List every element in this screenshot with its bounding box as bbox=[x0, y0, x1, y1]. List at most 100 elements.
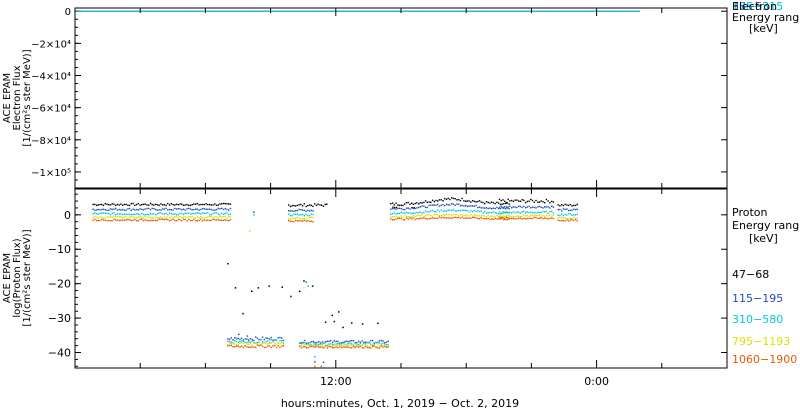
proton-data-point bbox=[507, 211, 509, 214]
electron-ytick-label: −2×10⁴ bbox=[31, 39, 71, 50]
proton-data-point bbox=[519, 215, 522, 218]
proton-data-point bbox=[424, 217, 427, 220]
proton-data-point bbox=[167, 219, 169, 221]
proton-data-point bbox=[307, 204, 309, 207]
proton-data-point bbox=[99, 212, 101, 214]
proton-data-point bbox=[574, 208, 577, 211]
proton-data-point bbox=[540, 206, 542, 208]
proton-data-point bbox=[324, 341, 327, 343]
proton-data-point bbox=[544, 215, 546, 217]
proton-data-point bbox=[547, 215, 549, 217]
proton-data-point bbox=[457, 214, 460, 217]
proton-data-point bbox=[411, 202, 413, 204]
electron-legend-unit: [keV] bbox=[749, 22, 778, 35]
proton-data-point bbox=[382, 344, 384, 347]
proton-data-point bbox=[391, 215, 394, 218]
proton-data-point bbox=[268, 342, 271, 344]
proton-data-point bbox=[438, 199, 441, 201]
proton-data-point bbox=[393, 212, 395, 214]
proton-data-point bbox=[189, 213, 192, 215]
proton-data-point bbox=[551, 210, 553, 213]
proton-data-point bbox=[370, 343, 372, 345]
proton-data-point bbox=[545, 214, 548, 216]
proton-data-point bbox=[419, 202, 422, 204]
proton-data-point bbox=[163, 218, 166, 221]
proton-data-point bbox=[368, 342, 370, 344]
proton-data-point bbox=[298, 208, 300, 211]
proton-data-point bbox=[352, 346, 355, 348]
proton-data-point bbox=[526, 200, 528, 203]
proton-data-point bbox=[291, 214, 293, 217]
proton-data-point bbox=[545, 206, 548, 208]
proton-data-point bbox=[347, 340, 349, 343]
proton-data-point bbox=[480, 207, 482, 209]
proton-data-point bbox=[308, 210, 311, 212]
proton-data-point bbox=[335, 344, 337, 346]
proton-data-point bbox=[533, 211, 535, 214]
proton-data-point bbox=[564, 203, 566, 205]
proton-data-point bbox=[398, 207, 401, 209]
proton-data-point bbox=[537, 201, 539, 203]
proton-data-point bbox=[573, 216, 575, 218]
proton-data-point bbox=[92, 208, 94, 210]
proton-data-point bbox=[512, 206, 515, 208]
proton-data-point bbox=[489, 218, 491, 221]
proton-data-point bbox=[235, 344, 238, 346]
proton-data-point bbox=[92, 213, 94, 215]
proton-data-point bbox=[371, 345, 374, 348]
proton-data-point bbox=[151, 217, 153, 219]
proton-data-point bbox=[447, 213, 449, 216]
proton-data-point bbox=[293, 210, 295, 212]
proton-data-point bbox=[282, 343, 285, 346]
proton-data-point bbox=[257, 287, 260, 289]
proton-data-point bbox=[293, 217, 295, 219]
proton-data-point bbox=[390, 208, 392, 210]
proton-data-point bbox=[537, 211, 539, 214]
proton-data-point bbox=[312, 213, 314, 216]
proton-data-point bbox=[196, 202, 199, 205]
proton-data-point bbox=[549, 214, 551, 216]
proton-data-point bbox=[397, 207, 399, 210]
proton-data-point bbox=[433, 217, 435, 220]
proton-data-point bbox=[234, 346, 236, 348]
proton-data-point bbox=[139, 208, 141, 210]
proton-data-point bbox=[494, 211, 496, 214]
proton-data-point bbox=[351, 347, 353, 349]
proton-data-point bbox=[501, 217, 503, 220]
proton-data-point bbox=[378, 340, 381, 342]
proton-data-point bbox=[456, 216, 458, 219]
proton-data-point bbox=[500, 212, 502, 214]
proton-data-point bbox=[200, 218, 202, 220]
proton-data-point bbox=[229, 219, 232, 221]
proton-data-point bbox=[270, 346, 272, 349]
proton-data-point bbox=[442, 214, 444, 216]
proton-data-point bbox=[235, 340, 238, 343]
proton-data-point bbox=[576, 217, 578, 220]
proton-data-point bbox=[494, 207, 496, 210]
proton-data-point bbox=[294, 205, 297, 207]
proton-data-point bbox=[224, 219, 226, 221]
proton-data-point bbox=[256, 341, 259, 344]
proton-data-point bbox=[506, 207, 508, 209]
proton-data-point bbox=[260, 344, 262, 346]
proton-data-point bbox=[395, 208, 397, 210]
proton-data-point bbox=[461, 204, 463, 207]
proton-data-point bbox=[544, 217, 546, 219]
proton-data-point bbox=[260, 339, 262, 341]
proton-data-point bbox=[454, 204, 456, 206]
proton-data-point bbox=[423, 217, 425, 219]
proton-data-point bbox=[300, 217, 302, 220]
proton-data-point bbox=[354, 341, 356, 344]
proton-data-point bbox=[128, 219, 131, 221]
proton-data-point bbox=[249, 343, 252, 345]
proton-data-point bbox=[305, 345, 308, 348]
proton-data-point bbox=[552, 214, 555, 217]
proton-data-point bbox=[411, 207, 414, 209]
proton-data-point bbox=[288, 213, 290, 215]
proton-data-point bbox=[402, 208, 404, 211]
proton-data-point bbox=[567, 204, 570, 207]
proton-data-point bbox=[569, 217, 572, 220]
proton-data-point bbox=[137, 220, 139, 222]
proton-data-point bbox=[497, 213, 500, 215]
proton-data-point bbox=[267, 337, 269, 339]
